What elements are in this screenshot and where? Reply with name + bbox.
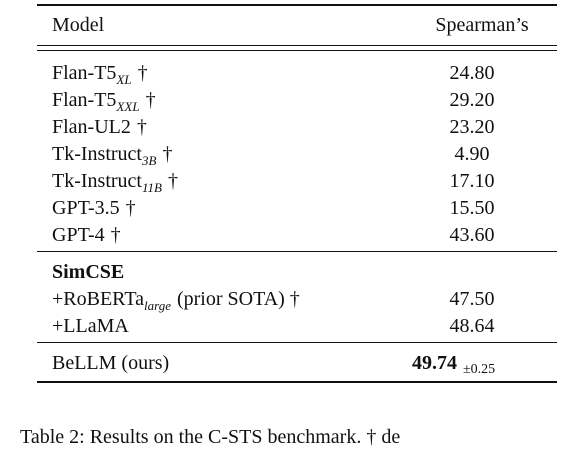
table-row: +RoBERTalarge (prior SOTA) † 47.50 xyxy=(52,286,542,314)
model-cell: Flan-T5XL † xyxy=(52,60,148,88)
model-cell: GPT-4 † xyxy=(52,222,121,248)
model-note: † xyxy=(145,89,156,111)
model-subscript: 11B xyxy=(141,180,162,195)
table-row: Flan-T5XL † 24.80 xyxy=(52,60,542,88)
table-row: Flan-UL2 † 23.20 xyxy=(52,114,542,140)
model-subscript: XL xyxy=(116,72,132,87)
score: 48.64 xyxy=(449,315,495,337)
score-cell: 47.50 xyxy=(432,286,512,312)
model-note: † xyxy=(125,197,136,219)
model-note: † xyxy=(137,62,148,84)
score: 4.90 xyxy=(454,143,490,165)
model-cell: Flan-T5XXL † xyxy=(52,87,156,115)
section-rule xyxy=(37,251,557,252)
score-cell: 23.20 xyxy=(432,114,512,140)
score: 23.20 xyxy=(449,116,495,138)
header-rule xyxy=(37,45,557,46)
model-name: Flan-T5 xyxy=(52,89,117,111)
model-note: † xyxy=(110,224,121,246)
score-cell: 43.60 xyxy=(432,222,512,248)
model-note: † xyxy=(167,170,178,192)
model-name: GPT-3.5 xyxy=(52,197,120,219)
model-note: (prior SOTA) † xyxy=(176,288,300,310)
model-cell: BeLLM (ours) xyxy=(52,350,169,376)
score: 47.50 xyxy=(449,288,495,310)
score: 49.74 xyxy=(412,352,457,374)
model-note: † xyxy=(136,116,147,138)
header-row: Model Spearman’s xyxy=(52,12,542,38)
model-name: Tk-Instruct xyxy=(52,143,142,165)
score: 24.80 xyxy=(449,62,495,84)
header-cell: Spearman’s xyxy=(435,14,529,36)
table-row: GPT-4 † 43.60 xyxy=(52,222,542,248)
model-name: Flan-T5 xyxy=(52,62,117,84)
header-cell: Model xyxy=(52,14,105,36)
model-note: † xyxy=(162,143,173,165)
header-rule xyxy=(37,50,557,51)
model-cell: Flan-UL2 † xyxy=(52,114,147,140)
score-cell: 29.20 xyxy=(432,87,512,113)
score-error: ±0.25 xyxy=(463,362,496,377)
table-row: +LLaMA 48.64 xyxy=(52,313,542,339)
model-name: BeLLM (ours) xyxy=(52,352,170,374)
score-cell: 49.74 ±0.25 xyxy=(412,350,572,379)
table-row: BeLLM (ours) 49.74 ±0.25 xyxy=(52,350,542,377)
model-subscript: 3B xyxy=(141,153,157,168)
table-row: Tk-Instruct11B † 17.10 xyxy=(52,168,542,196)
score-cell: 24.80 xyxy=(432,60,512,86)
table-row: Tk-Instruct3B † 4.90 xyxy=(52,141,542,169)
model-cell: +RoBERTalarge (prior SOTA) † xyxy=(52,286,300,314)
section-rule xyxy=(37,342,557,343)
score: 17.10 xyxy=(449,170,495,192)
score-cell: 15.50 xyxy=(432,195,512,221)
section-heading-row: SimCSE xyxy=(52,259,542,285)
bottom-rule xyxy=(37,381,557,383)
section-heading: SimCSE xyxy=(52,261,125,283)
score: 43.60 xyxy=(449,224,495,246)
model-subscript: XXL xyxy=(116,99,140,114)
model-name: +LLaMA xyxy=(52,315,129,337)
model-cell: Tk-Instruct3B † xyxy=(52,141,172,169)
model-name: Flan-UL2 xyxy=(52,116,131,138)
model-cell: +LLaMA xyxy=(52,313,129,339)
score: 15.50 xyxy=(449,197,495,219)
table-row: GPT-3.5 † 15.50 xyxy=(52,195,542,221)
model-name: +RoBERTa xyxy=(52,288,145,310)
score-cell: 17.10 xyxy=(432,168,512,194)
model-name: GPT-4 xyxy=(52,224,105,246)
caption: Table 2: Results on the C-STS benchmark.… xyxy=(20,426,401,448)
model-subscript: large xyxy=(144,298,171,313)
score: 29.20 xyxy=(449,89,495,111)
model-name: Tk-Instruct xyxy=(52,170,142,192)
score-cell: 48.64 xyxy=(432,313,512,339)
top-rule xyxy=(37,4,557,6)
score-cell: 4.90 xyxy=(432,141,512,167)
table-row: Flan-T5XXL † 29.20 xyxy=(52,87,542,115)
model-cell: GPT-3.5 † xyxy=(52,195,136,221)
model-cell: Tk-Instruct11B † xyxy=(52,168,178,196)
